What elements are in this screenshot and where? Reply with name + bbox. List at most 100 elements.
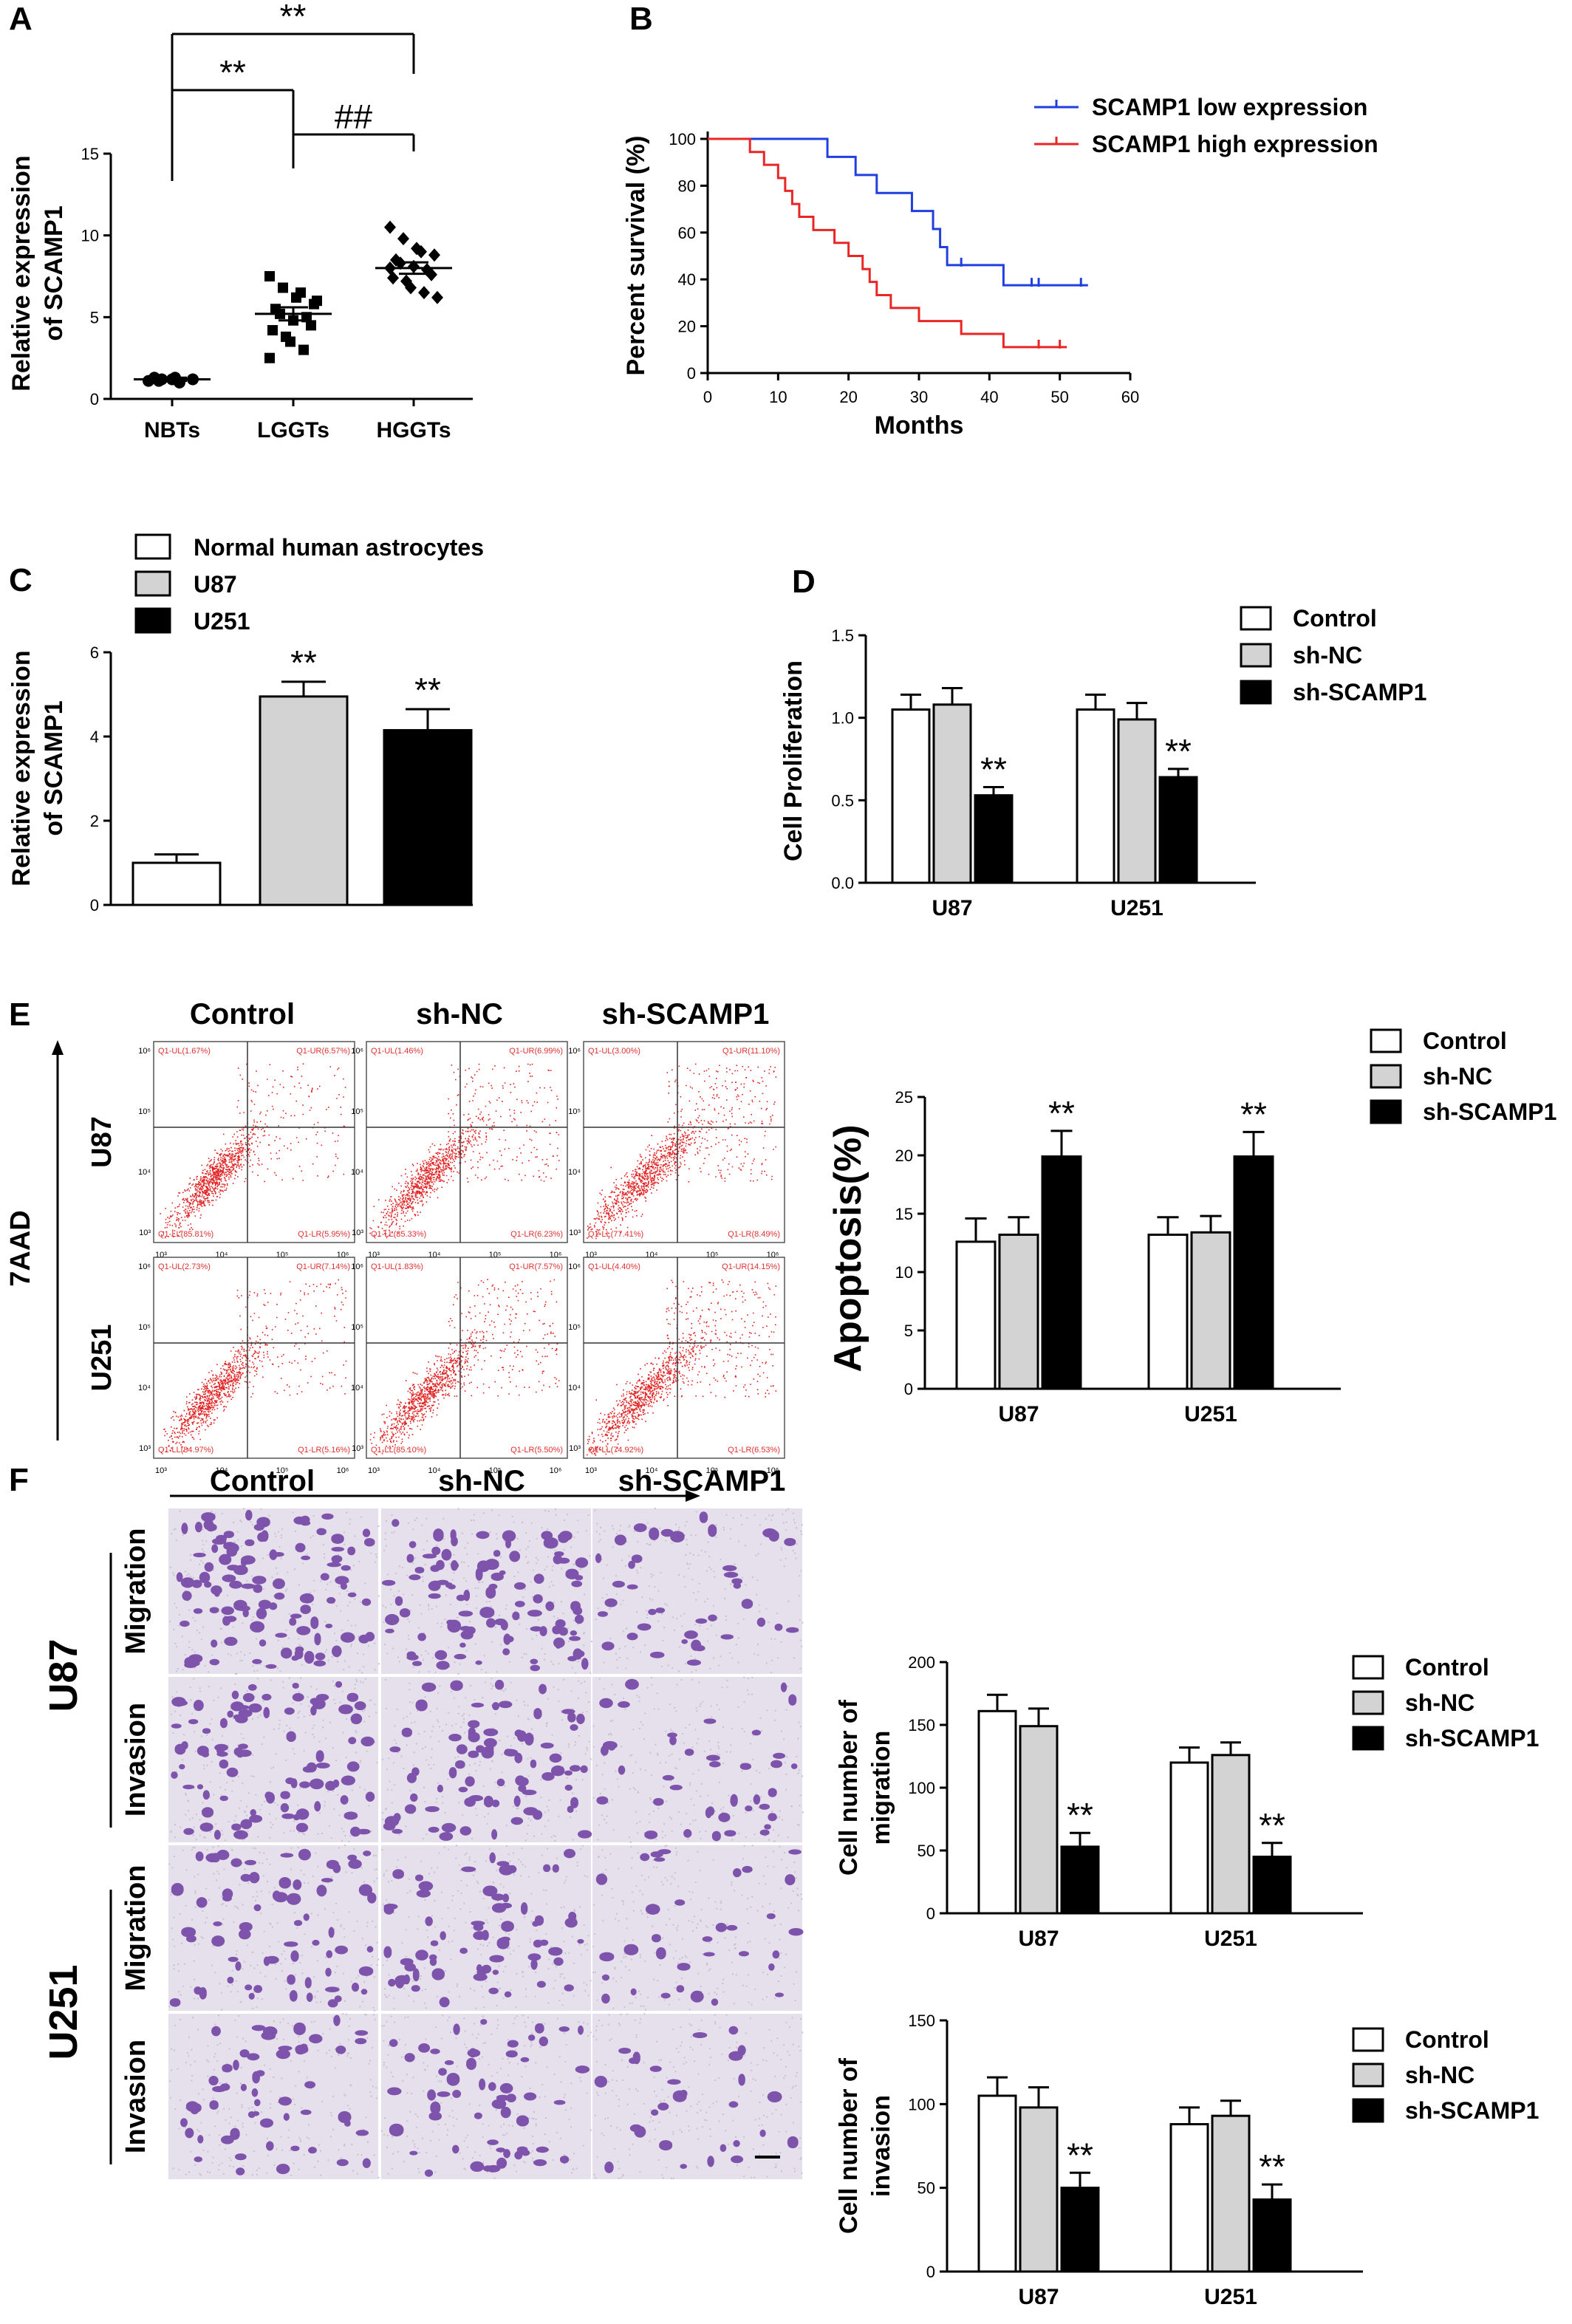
- panel-c-chart: 0 2 4 6 ** ** Relative expression of SCAMP1 Norm…: [7, 533, 484, 915]
- flow-y-tick-label: 10⁵: [138, 1323, 151, 1332]
- transwell-stained-cells: [171, 1681, 375, 1840]
- panel-a-point: [384, 220, 396, 234]
- panel-d-bar: [1117, 718, 1157, 884]
- panel-f-invasion-y-label: Cell number of: [835, 2057, 863, 2234]
- panel-e-legend-swatch: [1370, 1064, 1402, 1089]
- panel-letter-b: B: [629, 1, 653, 37]
- panel-d-legend-swatch: [1240, 643, 1272, 668]
- panel-f-invasion-legend-swatch: [1352, 2062, 1384, 2088]
- panel-e-y-tick-label: 0: [904, 1380, 913, 1398]
- panel-e-7aad-arrowhead: [52, 1040, 64, 1055]
- flow-quadrant-lr: Q1-LR(5.16%): [298, 1446, 350, 1455]
- flow-plot: Q1-UL(1.46%) Q1-UR(6.99%) Q1-LL(85.33%) Q1-…: [351, 1041, 568, 1260]
- flow-plot: Q1-UL(3.00%) Q1-UR(11.10%) Q1-LL(77.41%) Q1…: [568, 1041, 785, 1260]
- panel-a-point: [312, 295, 322, 307]
- flow-y-tick-label: 10³: [352, 1444, 363, 1453]
- panel-c-legend-label: U87: [194, 571, 237, 598]
- panel-f-migration-y-tick-label: 200: [908, 1653, 935, 1672]
- panel-letter-d: D: [792, 564, 816, 600]
- panel-f-column-header: sh-NC: [438, 1465, 525, 1497]
- panel-b-legend-label: SCAMP1 high expression: [1092, 131, 1378, 157]
- panel-a-y-tick-label: 15: [81, 145, 99, 163]
- panel-b-y-label: Percent survival (%): [622, 135, 650, 375]
- flow-quadrant-ul: Q1-UL(4.40%): [588, 1262, 640, 1271]
- flow-x-tick-label: 10⁴: [428, 1466, 441, 1475]
- panel-f-invasion-y-tick-label: 50: [917, 2179, 935, 2198]
- flow-y-tick-label: 10³: [352, 1228, 363, 1237]
- panel-b-series-line: [708, 137, 1067, 349]
- flow-y-tick-label: 10⁵: [568, 1323, 581, 1332]
- transwell-image: [592, 1676, 804, 1843]
- panel-f-invasion-legend-label: sh-NC: [1405, 2062, 1474, 2088]
- panel-f-column-header: Control: [210, 1465, 315, 1497]
- panel-c-legend-swatch: [134, 570, 171, 597]
- panel-b-y-tick-label: 100: [669, 130, 696, 148]
- panel-c-significance: **: [290, 643, 317, 682]
- flow-plot-frame: [153, 1257, 355, 1459]
- flow-event-dots: [160, 1063, 346, 1239]
- panel-d-legend-swatch: [1240, 680, 1272, 705]
- panel-f-migration-significance: **: [1259, 1806, 1285, 1845]
- panel-c-y-tick-label: 2: [90, 812, 99, 830]
- panel-letter-e: E: [9, 997, 30, 1033]
- panel-e-legend-swatch: [1370, 1028, 1402, 1053]
- transwell-image: [381, 2014, 592, 2179]
- panel-d-bar: [974, 794, 1014, 884]
- panel-e-significance: **: [1240, 1095, 1267, 1133]
- panel-letter-f: F: [9, 1462, 29, 1498]
- panel-c-significance: **: [414, 671, 441, 709]
- panel-d-bar: [891, 708, 931, 884]
- flow-plot-frame: [366, 1257, 568, 1459]
- flow-x-tick-label: 10⁶: [767, 1466, 779, 1475]
- panel-d-y-tick-label: 1.5: [831, 626, 854, 645]
- flow-y-tick-label: 10⁴: [351, 1168, 363, 1177]
- panel-a-category-label: NBTs: [144, 418, 200, 442]
- panel-a-point: [295, 287, 306, 298]
- panel-d-legend-swatch: [1240, 606, 1272, 631]
- panel-e-bar: [1190, 1231, 1231, 1390]
- panel-f-invasion-y-tick-label: 100: [908, 2095, 935, 2113]
- panel-f-invasion-y-label: invasion: [867, 2095, 895, 2197]
- transwell-stained-cells: [595, 1511, 799, 1666]
- panel-f-migration-bar: [1060, 1845, 1100, 1915]
- panel-a-y-tick-label: 0: [90, 390, 99, 409]
- panel-f-assay-label: Migration: [120, 1865, 151, 1992]
- panel-d-bar: [1076, 708, 1115, 884]
- flow-y-tick-label: 10⁶: [568, 1262, 581, 1271]
- transwell-image: [168, 2013, 380, 2179]
- panel-d-chart: 0.0 0.5 1.0 1.5 U87 ** U251 ** Control sh-NC sh-SC…: [831, 605, 1426, 920]
- flow-x-tick-label: 10³: [155, 1466, 167, 1475]
- panel-f-invasion-bar: [1252, 2198, 1292, 2273]
- flow-y-tick-label: 10⁶: [138, 1047, 151, 1056]
- panel-f-migration-y-tick-label: 0: [926, 1904, 935, 1923]
- flow-quadrant-lr: Q1-LR(6.53%): [728, 1446, 780, 1455]
- panel-a-category-label: LGGTs: [257, 418, 329, 442]
- transwell-background: [592, 2014, 802, 2179]
- flow-x-tick-label: 10⁵: [706, 1466, 719, 1475]
- flow-quadrant-ll: Q1-LL(77.41%): [588, 1230, 643, 1239]
- panel-c-y-label: of SCAMP1: [40, 700, 68, 835]
- panel-c-bar: [259, 695, 349, 906]
- flow-y-tick-label: 10⁵: [351, 1107, 363, 1116]
- flow-quadrant-ur: Q1-UR(11.10%): [722, 1047, 780, 1056]
- transwell-background: [168, 2014, 378, 2179]
- panel-e-pe-arrowhead: [686, 1490, 700, 1502]
- flow-quadrant-ul: Q1-UL(1.46%): [371, 1047, 423, 1056]
- panel-c-y-label: Relative expression: [7, 650, 35, 886]
- panel-a-point: [426, 267, 437, 281]
- flow-x-tick-label: 10⁵: [489, 1466, 502, 1475]
- panel-f-migration-y-tick-label: 100: [908, 1779, 935, 1797]
- panel-b-x-tick-label: 60: [1121, 388, 1139, 406]
- panel-a-category-label: HGGTs: [376, 418, 451, 442]
- panel-f-invasion-bar: [1169, 2123, 1209, 2273]
- panel-a-significance: **: [219, 53, 246, 92]
- transwell-pores: [382, 1508, 592, 1675]
- panel-a-point: [264, 271, 275, 281]
- panel-f-migration-y-label: Cell number of: [835, 1699, 863, 1876]
- flow-x-tick-label: 10⁵: [276, 1466, 289, 1475]
- transwell-image: [381, 1677, 592, 1842]
- flow-y-tick-label: 10⁶: [351, 1262, 363, 1271]
- flow-x-tick-label: 10⁴: [646, 1466, 658, 1475]
- panel-e-y-tick-label: 10: [895, 1263, 913, 1282]
- flow-quadrant-lr: Q1-LR(5.95%): [298, 1230, 350, 1239]
